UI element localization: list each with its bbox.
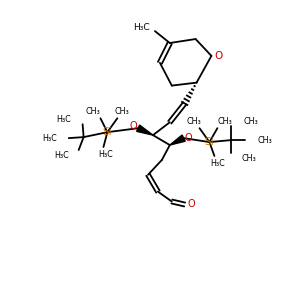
Text: CH₃: CH₃ xyxy=(85,107,100,116)
Text: CH₃: CH₃ xyxy=(115,107,130,116)
Text: CH₃: CH₃ xyxy=(243,117,258,126)
Text: H₃C: H₃C xyxy=(54,152,69,160)
Text: O: O xyxy=(188,200,195,209)
Text: O: O xyxy=(129,121,137,131)
Text: CH₃: CH₃ xyxy=(241,154,256,164)
Text: Si: Si xyxy=(205,137,214,147)
Text: H₃C: H₃C xyxy=(56,115,71,124)
Text: CH₃: CH₃ xyxy=(257,136,272,145)
Text: O: O xyxy=(185,133,193,143)
Text: H₃C: H₃C xyxy=(210,159,225,168)
Text: O: O xyxy=(214,51,223,61)
Text: CH₃: CH₃ xyxy=(218,117,233,126)
Polygon shape xyxy=(136,125,153,135)
Text: CH₃: CH₃ xyxy=(186,117,201,126)
Text: H₃C: H₃C xyxy=(133,22,149,32)
Polygon shape xyxy=(170,135,185,145)
Text: H₃C: H₃C xyxy=(98,151,113,160)
Text: Si: Si xyxy=(103,127,112,137)
Text: H₃C: H₃C xyxy=(42,134,57,142)
